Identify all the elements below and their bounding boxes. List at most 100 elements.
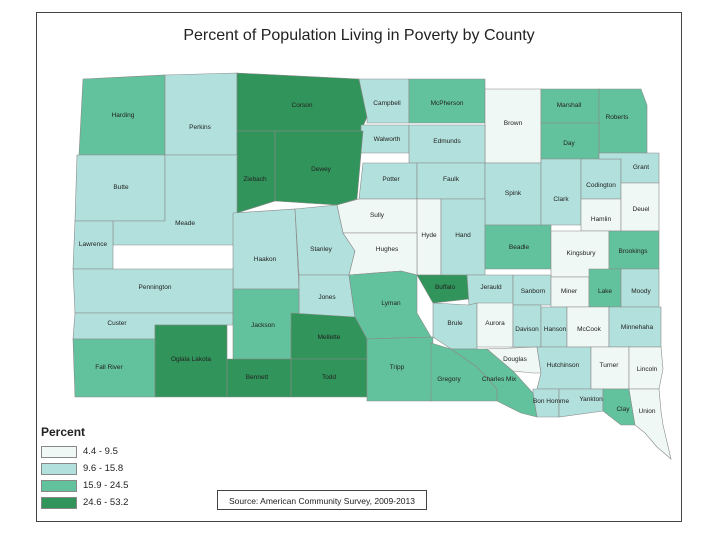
county-label: Meade bbox=[175, 220, 195, 227]
county-label: Stanley bbox=[310, 246, 332, 253]
legend-item: 24.6 - 53.2 bbox=[41, 494, 128, 511]
county-label: Sanborn bbox=[521, 288, 546, 295]
county-label: Potter bbox=[382, 176, 400, 183]
county-label: Brown bbox=[504, 120, 523, 127]
county-hughes bbox=[342, 232, 418, 276]
county-haakon bbox=[232, 208, 300, 290]
county-label: Bennett bbox=[246, 374, 269, 381]
map-title: Percent of Population Living in Poverty … bbox=[183, 27, 535, 44]
county-label: Hyde bbox=[421, 232, 437, 239]
legend-swatch bbox=[41, 445, 77, 458]
county-label: Minnehaha bbox=[621, 324, 654, 331]
map-frame: Percent of Population Living in Poverty … bbox=[36, 12, 682, 522]
county-label: Campbell bbox=[373, 100, 401, 107]
legend-item: 4.4 - 9.5 bbox=[41, 443, 128, 460]
county-label: Hanson bbox=[544, 326, 567, 333]
county-label: Douglas bbox=[503, 356, 528, 363]
legend-swatch bbox=[41, 479, 77, 492]
county-label: Buffalo bbox=[435, 284, 456, 291]
county-douglas bbox=[486, 346, 542, 374]
county-label: Perkins bbox=[189, 124, 211, 131]
county-label: Custer bbox=[107, 320, 127, 327]
county-label: Yankton bbox=[579, 396, 603, 403]
county-label: Tripp bbox=[390, 364, 405, 371]
county-lincoln bbox=[628, 346, 664, 390]
county-bon-homme bbox=[532, 388, 560, 418]
legend-title: Percent bbox=[41, 425, 86, 439]
county-label: Charles Mix bbox=[482, 376, 517, 383]
county-label: Lake bbox=[598, 288, 612, 295]
county-label: Harding bbox=[112, 112, 135, 119]
legend-swatch bbox=[41, 462, 77, 475]
county-ziebach bbox=[236, 130, 276, 214]
county-label: Haakon bbox=[254, 256, 277, 263]
legend-item: 15.9 - 24.5 bbox=[41, 477, 128, 494]
county-union bbox=[628, 388, 672, 460]
county-roberts bbox=[598, 88, 648, 154]
county-label: Grant bbox=[633, 164, 649, 171]
county-label: Jackson bbox=[251, 322, 275, 329]
county-label: Faulk bbox=[443, 176, 460, 183]
legend-item: 9.6 - 15.8 bbox=[41, 460, 128, 477]
county-campbell bbox=[358, 78, 410, 124]
legend: Percent 4.4 - 9.5 9.6 - 15.8 15.9 - 24.5… bbox=[41, 425, 128, 511]
county-label: Todd bbox=[322, 374, 336, 381]
county-hamlin bbox=[580, 198, 622, 232]
county-label: Deuel bbox=[633, 206, 651, 213]
county-label: Dewey bbox=[311, 166, 332, 173]
county-label: Clark bbox=[553, 196, 569, 203]
county-label: Hutchinson bbox=[547, 362, 580, 369]
county-clay bbox=[602, 388, 636, 426]
county-label: Marshall bbox=[557, 102, 582, 109]
county-label: Mellette bbox=[318, 334, 341, 341]
county-label: Jerauld bbox=[480, 284, 502, 291]
county-pennington bbox=[72, 268, 234, 314]
county-label: Lawrence bbox=[79, 241, 108, 248]
county-label: Davison bbox=[515, 326, 539, 333]
county-label: Lincoln bbox=[637, 366, 658, 373]
county-clark bbox=[540, 158, 582, 226]
county-label: Butte bbox=[113, 184, 129, 191]
county-label: Moody bbox=[631, 288, 651, 295]
county-label: Roberts bbox=[606, 114, 630, 121]
source-note: Source: American Community Survey, 2009-… bbox=[217, 490, 427, 510]
county-label: Spink bbox=[505, 190, 522, 197]
county-codington bbox=[580, 158, 622, 200]
county-label: Oglala Lakota bbox=[171, 356, 211, 363]
county-map: Harding Perkins Corson Campbell McPherson Bro… bbox=[72, 72, 672, 460]
county-label: Union bbox=[639, 408, 656, 415]
county-label: Miner bbox=[561, 288, 578, 295]
legend-label: 15.9 - 24.5 bbox=[83, 480, 129, 491]
legend-swatch bbox=[41, 496, 77, 509]
county-label: Hand bbox=[455, 232, 471, 239]
county-label: Sully bbox=[370, 212, 385, 219]
county-meade bbox=[112, 154, 238, 246]
county-label: Hughes bbox=[376, 246, 399, 253]
county-label: Beadle bbox=[509, 244, 530, 251]
county-label: Clay bbox=[616, 406, 630, 413]
county-label: McCook bbox=[577, 326, 602, 333]
county-label: Codington bbox=[586, 182, 616, 189]
legend-label: 9.6 - 15.8 bbox=[83, 463, 124, 474]
county-label: Edmunds bbox=[433, 138, 461, 145]
county-label: Bon Homme bbox=[533, 398, 570, 405]
county-label: Gregory bbox=[437, 376, 461, 383]
county-label: Corson bbox=[292, 102, 313, 109]
county-label: Hamlin bbox=[591, 216, 612, 223]
county-label: Pennington bbox=[139, 284, 172, 291]
county-label: Walworth bbox=[374, 136, 401, 143]
legend-label: 4.4 - 9.5 bbox=[83, 446, 118, 457]
county-label: Jones bbox=[318, 294, 336, 301]
county-label: Ziebach bbox=[243, 176, 267, 183]
county-label: Turner bbox=[600, 362, 620, 369]
county-label: Fall River bbox=[95, 364, 123, 371]
legend-label: 24.6 - 53.2 bbox=[83, 497, 129, 508]
county-label: Lyman bbox=[381, 300, 401, 307]
county-label: Kingsbury bbox=[567, 250, 597, 257]
county-label: Brule bbox=[447, 320, 463, 327]
county-perkins bbox=[164, 72, 238, 156]
county-label: Day bbox=[563, 140, 575, 147]
county-corson bbox=[236, 72, 368, 132]
county-label: McPherson bbox=[431, 100, 464, 107]
county-label: Brookings bbox=[619, 248, 649, 255]
